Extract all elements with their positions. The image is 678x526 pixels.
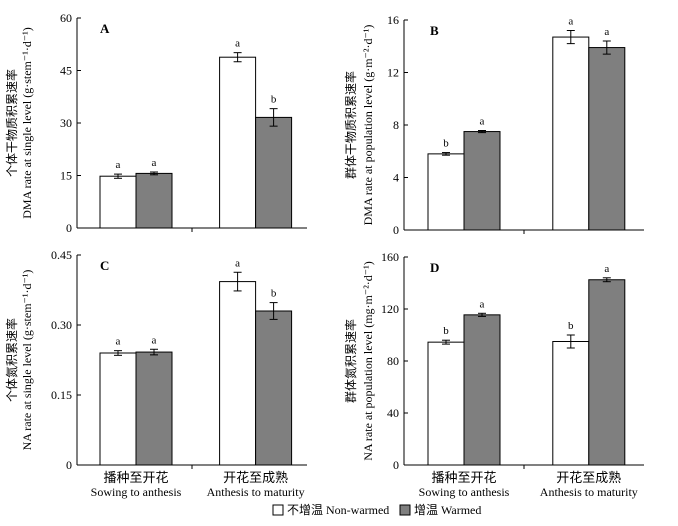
significance-letter: a [152, 334, 157, 346]
bar-non-warmed [427, 153, 465, 231]
y-tick-label: 40 [387, 406, 399, 420]
bar-non-warmed [99, 175, 137, 229]
category-label-cn: 播种至开花 [431, 470, 496, 485]
significance-letter: a [235, 257, 240, 269]
bar-warmed [463, 131, 501, 231]
y-tick-label: 0 [393, 223, 399, 237]
bar-warmed [588, 279, 626, 466]
y-tick-label: 60 [60, 11, 72, 25]
y-tick-label: 0.15 [51, 388, 72, 402]
legend-label: 不增温 Non-warmed [287, 503, 389, 517]
bar-non-warmed [219, 281, 257, 466]
panel-a: 0 15 30 45 60 A 个体干物质积累速率 DMA rate at single le… [4, 11, 307, 235]
bar-warmed [588, 47, 626, 231]
bar-non-warmed [552, 36, 590, 231]
legend-label: 增温 Warmed [414, 503, 481, 517]
panel-label: B [430, 23, 439, 38]
significance-letter: a [152, 157, 157, 169]
y-tick-label: 8 [393, 118, 399, 132]
significance-letter: a [604, 26, 609, 38]
significance-letter: a [480, 116, 485, 128]
y-tick-label: 80 [387, 354, 399, 368]
bar-warmed [255, 116, 293, 229]
bar-warmed [255, 310, 293, 466]
significance-letter: a [116, 336, 121, 348]
y-axis-label-cn: 个体氮积累速率 [4, 318, 19, 402]
significance-letter: a [480, 298, 485, 310]
y-tick-label: 45 [60, 64, 72, 78]
y-axis-label-en: DMA rate at population level (g·m⁻²·d⁻¹) [361, 25, 375, 226]
category-label-en: Anthesis to maturity [540, 485, 638, 499]
y-tick-label: 160 [381, 250, 399, 264]
significance-letter: b [271, 94, 277, 106]
bar-non-warmed [427, 341, 465, 466]
legend-swatch [399, 504, 411, 516]
category-label-en: Sowing to anthesis [419, 485, 510, 499]
bar-non-warmed [99, 352, 137, 466]
significance-letter: b [271, 288, 277, 300]
y-axis-label-cn: 个体干物质积累速率 [4, 69, 19, 177]
y-axis-label-en: NA rate at population level (mg·m⁻²·d⁻¹) [361, 261, 375, 460]
bar-warmed [463, 314, 501, 466]
panel-b: 0 4 8 12 16 B 群体干物质积累速率 DMA rate at population … [343, 13, 644, 237]
y-tick-label: 0 [393, 458, 399, 472]
significance-letter: a [116, 159, 121, 171]
significance-letter: b [443, 138, 449, 150]
y-axis-label-en: DMA rate at single level (g·stem⁻¹·d⁻¹) [20, 27, 34, 218]
y-tick-label: 0 [66, 221, 72, 235]
y-tick-label: 15 [60, 169, 72, 183]
category-label-en: Sowing to anthesis [91, 485, 182, 499]
y-axis-label-en: NA rate at single level (g·stem⁻¹·d⁻¹) [20, 270, 34, 451]
panel-label: D [430, 260, 439, 275]
significance-letter: a [235, 38, 240, 50]
panel-label: A [100, 21, 110, 36]
category-label-cn: 播种至开花 [103, 470, 168, 485]
legend: 不增温 Non-warmed 增温 Warmed [272, 503, 481, 517]
y-axis-label-cn: 群体干物质积累速率 [343, 71, 358, 179]
y-tick-label: 16 [387, 13, 399, 27]
bar-non-warmed [219, 56, 257, 229]
panel-c: 0 0.15 0.30 0.45 C 个体氮积累速率 NA rate at single l… [4, 248, 307, 499]
y-tick-label: 120 [381, 302, 399, 316]
y-axis-label-cn: 群体氮积累速率 [343, 319, 358, 403]
panel-label: C [100, 258, 109, 273]
significance-letter: b [443, 325, 449, 337]
category-label-cn: 开花至成熟 [556, 470, 621, 485]
y-tick-label: 0 [66, 458, 72, 472]
y-tick-label: 30 [60, 116, 72, 130]
category-label-cn: 开花至成熟 [223, 470, 288, 485]
significance-letter: b [568, 320, 574, 332]
bar-warmed [135, 172, 173, 229]
y-tick-label: 0.30 [51, 318, 72, 332]
bar-non-warmed [552, 341, 590, 466]
significance-letter: a [568, 16, 573, 28]
y-tick-label: 12 [387, 66, 399, 80]
legend-swatch [272, 504, 284, 516]
panel-d: 0 40 80 120 160 D 群体氮积累速率 NA rate at population… [343, 250, 644, 499]
category-label-en: Anthesis to maturity [207, 485, 305, 499]
bar-warmed [135, 351, 173, 466]
significance-letter: a [604, 263, 609, 275]
y-tick-label: 4 [393, 171, 399, 185]
y-tick-label: 0.45 [51, 248, 72, 262]
